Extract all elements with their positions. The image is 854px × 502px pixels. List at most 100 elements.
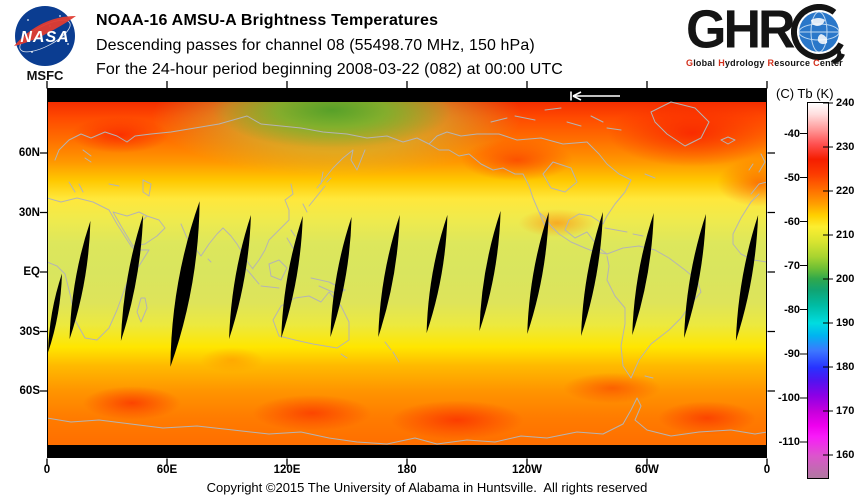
nasa-wordmark: NASA (20, 29, 69, 46)
data-gap-lens (229, 214, 251, 340)
coast-australia (272, 291, 350, 359)
coast-new-zealand (384, 341, 400, 363)
coast-british-isles (748, 153, 766, 173)
coast-north-america-arctic (428, 131, 588, 145)
coast-north-africa (47, 197, 110, 211)
lat-label: 30S (19, 325, 40, 338)
ghrc-globe-c-icon (790, 4, 847, 64)
lon-label: 0 (763, 464, 771, 476)
lon-label: 60W (635, 464, 659, 476)
celsius-tick-label: -100 (777, 391, 800, 404)
celsius-tick-label: -80 (784, 303, 800, 316)
celsius-tick-label: -40 (784, 127, 800, 140)
coast-hudson-bay (542, 161, 578, 193)
page-subtitle-2: For the 24-hour period beginning 2008-03… (96, 61, 563, 78)
ghrc-tagline: Global Hydrology Resource Center (686, 58, 843, 68)
celsius-tick-label: -60 (784, 215, 800, 228)
kelvin-tick-label: 220 (836, 185, 854, 197)
ghrc-acronym: GHR (686, 0, 852, 64)
data-gap-lens (120, 214, 144, 342)
coast-india (180, 223, 224, 257)
kelvin-tick-label: 230 (836, 141, 854, 153)
kelvin-tick-label: 170 (836, 405, 854, 417)
tagline-cap: C (813, 58, 820, 68)
coast-madagascar (136, 297, 148, 323)
kelvin-tick-label: 200 (836, 273, 854, 285)
data-gap-lens (378, 214, 400, 338)
world-map-plot (47, 88, 767, 458)
coast-arabia (112, 211, 166, 247)
coast-iceland (720, 136, 736, 145)
map-overlay (47, 91, 767, 445)
lat-label: 30N (18, 206, 40, 219)
data-gap-lens (632, 212, 654, 336)
lon-label: 0 (43, 464, 51, 476)
kelvin-tick-label: 210 (836, 229, 854, 241)
map-frame (47, 88, 767, 458)
colorbar-gradient (808, 103, 828, 478)
data-gap-lens (527, 211, 549, 335)
pass-start-arrow-icon (570, 91, 620, 101)
coast-baltic (82, 149, 92, 163)
data-gap-lens (48, 273, 62, 353)
coast-falklands (644, 375, 654, 379)
colorbar-title: (C) Tb (K) (776, 86, 834, 101)
kelvin-tick-label: 160 (836, 449, 854, 461)
ghrc-globe-stand (831, 46, 845, 64)
coast-eurasia-arctic (54, 115, 430, 161)
celsius-tick-label: -90 (784, 347, 800, 360)
coast-antarctica (47, 397, 767, 445)
data-gap-lens (281, 215, 303, 339)
axis-ticks (40, 81, 775, 466)
coast-greenland (650, 101, 710, 147)
kelvin-tick-label: 240 (836, 97, 854, 109)
lon-label: 60E (156, 464, 178, 476)
nasa-logo: NASA (14, 6, 76, 66)
coast-canadian-archipelago (490, 107, 622, 131)
tagline-cap: G (686, 58, 694, 68)
page-subtitle-1: Descending passes for channel 08 (55498.… (96, 37, 535, 54)
kelvin-tick-label: 180 (836, 361, 854, 373)
data-gap-lens (735, 214, 759, 342)
lon-label: 120E (273, 464, 301, 476)
kelvin-tick-label: 190 (836, 317, 854, 329)
coast-se-asia-china (222, 183, 308, 270)
nasa-red-swoosh (14, 16, 76, 46)
msfc-label: MSFC (26, 68, 64, 83)
copyright-line: Copyright ©2015 The University of Alabam… (206, 480, 648, 495)
data-gap-lens (479, 210, 501, 332)
data-gap-lens (170, 201, 200, 367)
data-gap-lens (581, 211, 603, 337)
coast-us-east-gulf (564, 179, 632, 255)
coast-kamchatka-okhotsk (316, 149, 366, 189)
data-gap-lens (684, 213, 706, 339)
ghrc-c-ring (790, 4, 847, 60)
tagline-cap: R (767, 58, 775, 68)
globe-landmasses (810, 18, 827, 45)
data-gap-lens (69, 220, 91, 340)
ghrc-logo: GHR Global Hydrology Resource Center (686, 0, 852, 86)
coast-sri-lanka (207, 258, 212, 263)
coast-japan (308, 177, 332, 207)
tagline-cap: H (718, 58, 725, 68)
orbit-gap-lenses (48, 201, 759, 367)
data-gap-lens (426, 214, 448, 334)
colorbar-frame (807, 102, 829, 479)
lon-label: 120W (511, 464, 543, 476)
celsius-tick-label: -110 (778, 435, 800, 448)
lat-label: EQ (23, 266, 40, 278)
coast-labrador (586, 141, 656, 181)
coast-south-america (606, 245, 702, 379)
coast-italy-greece (68, 181, 84, 193)
north-polar-nodata-band (47, 88, 767, 102)
south-polar-nodata-band (47, 445, 767, 458)
ghrc-letters: GHR (686, 0, 796, 61)
lat-label: 60N (18, 147, 40, 159)
page-title: NOAA-16 AMSU-A Brightness Temperatures (96, 12, 439, 29)
data-gap-lens (330, 216, 352, 338)
celsius-tick-label: -50 (784, 171, 800, 184)
celsius-tick-label: -70 (784, 259, 800, 272)
lat-label: 60S (19, 385, 40, 397)
